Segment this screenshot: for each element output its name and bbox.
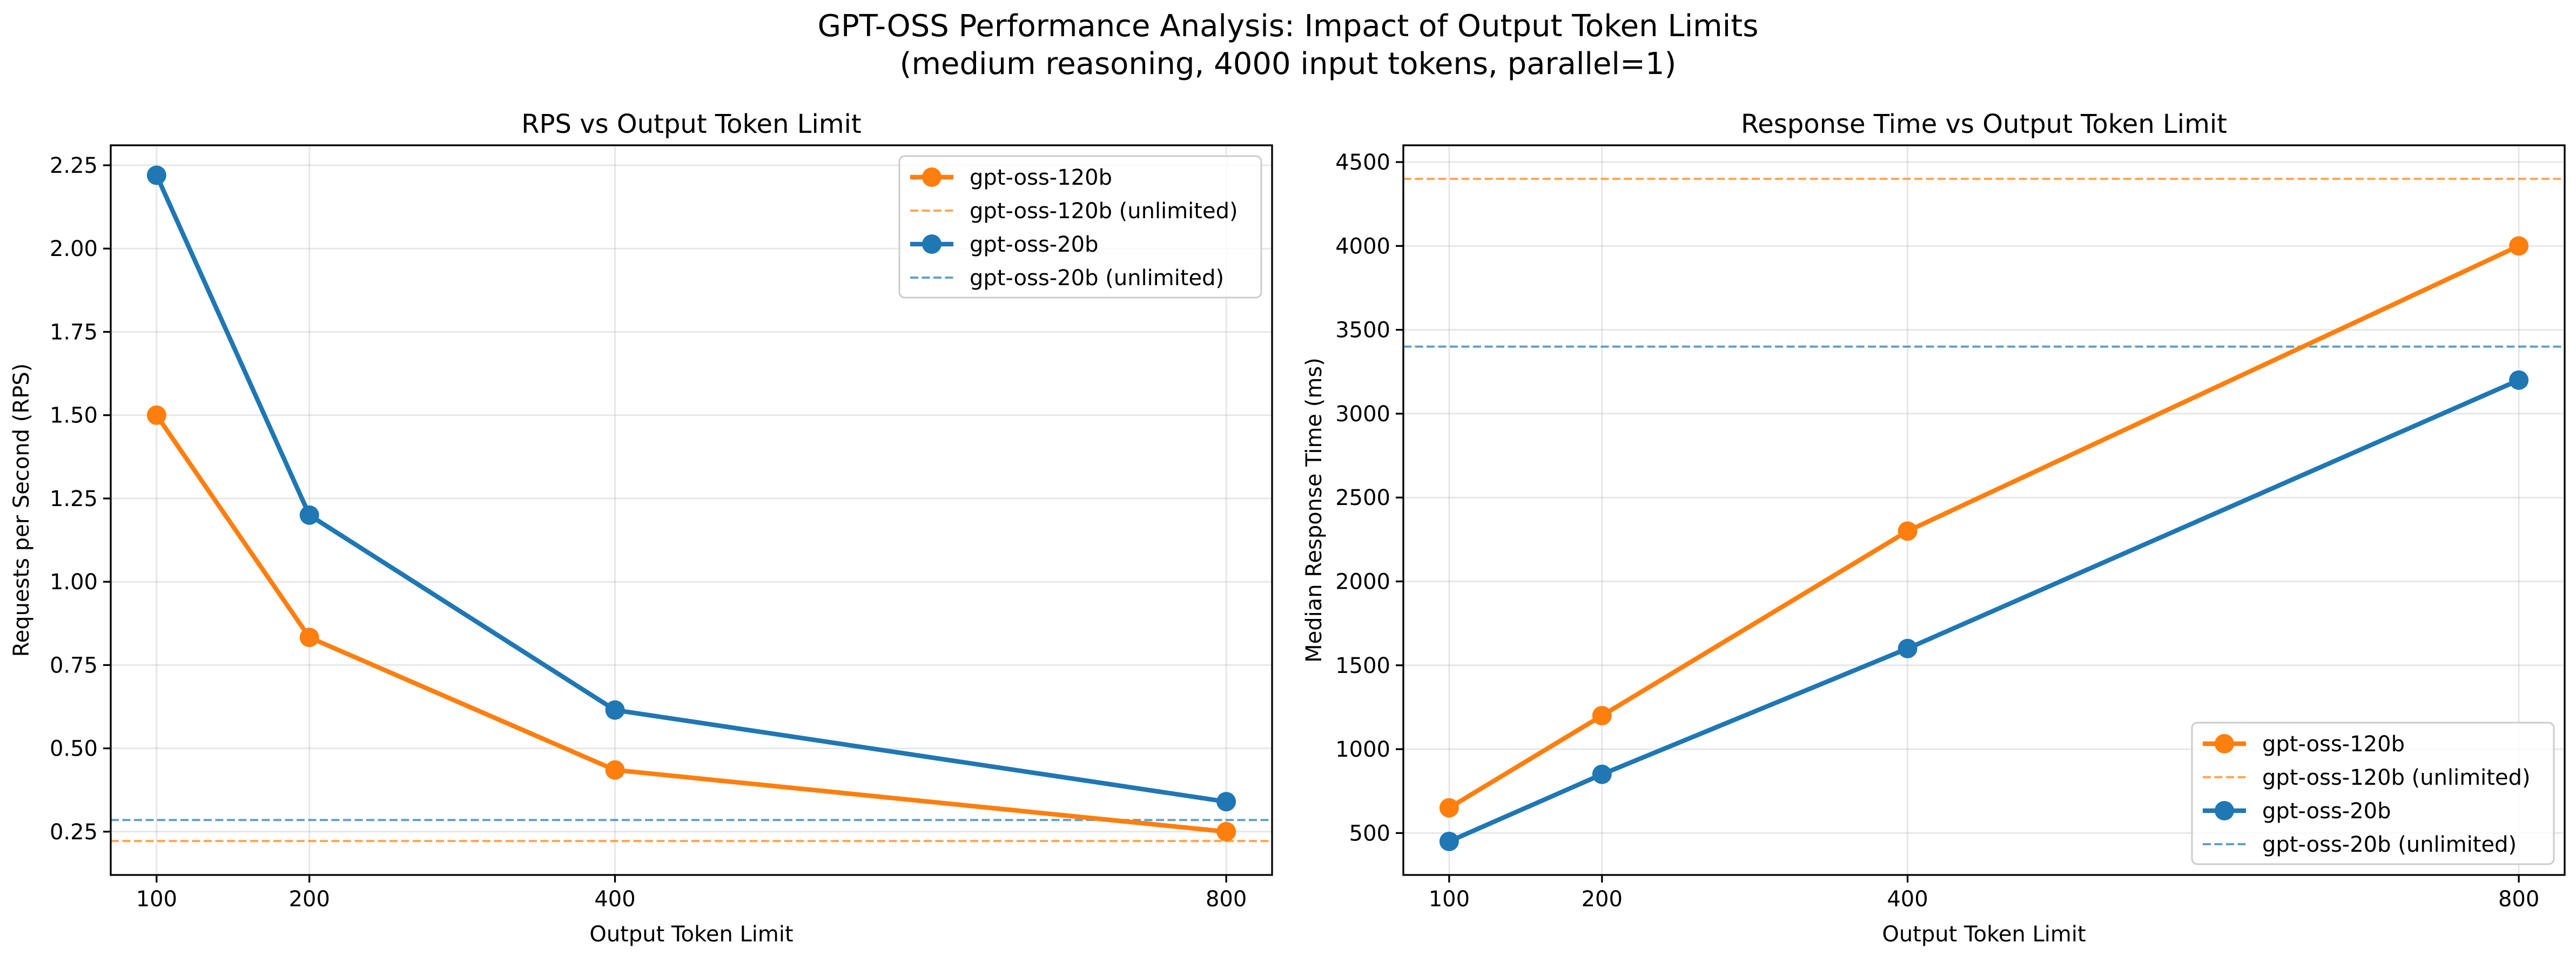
data-point-gpt-oss-120b (1592, 705, 1612, 725)
y-tick-label: 0.75 (50, 653, 98, 678)
y-axis-label: Median Response Time (ms) (1302, 358, 1327, 663)
legend-label: gpt-oss-120b (unlimited) (970, 199, 1238, 224)
y-tick-label: 2000 (1335, 569, 1390, 594)
data-point-gpt-oss-20b (1439, 831, 1459, 851)
y-axis-label: Requests per Second (RPS) (9, 363, 34, 657)
y-tick-label: 2.25 (50, 153, 98, 178)
y-tick-label: 1500 (1335, 654, 1390, 678)
y-tick-label: 3500 (1335, 318, 1390, 343)
y-tick-label: 1.50 (50, 403, 98, 428)
data-point-gpt-oss-20b (1592, 764, 1612, 784)
legend: gpt-oss-120b gpt-oss-120b (unlimited) gpt-… (2191, 722, 2555, 865)
data-point-gpt-oss-120b (1439, 798, 1459, 818)
y-tick-label: 1000 (1335, 737, 1390, 762)
series-line-gpt-oss-20b (153, 172, 1229, 805)
chart-2: 100 200 400 800 500 1000 1500 2000 2500 3000 3500 4… (1302, 109, 2566, 947)
data-point-gpt-oss-120b (605, 760, 625, 780)
data-point-gpt-oss-120b (1898, 521, 1918, 541)
x-axis-label: Output Token Limit (1882, 922, 2086, 947)
x-tick-label: 800 (2498, 887, 2539, 912)
x-tick-label: 100 (1429, 887, 1470, 912)
data-point-gpt-oss-20b (1898, 638, 1918, 658)
plot-frame (110, 144, 1273, 876)
legend-label: gpt-oss-20b (970, 232, 1099, 257)
figure-title-line-2: (medium reasoning, 4000 input tokens, pa… (899, 46, 1677, 82)
legend-box (898, 155, 1262, 299)
y-tick-label: 1.75 (50, 320, 98, 345)
y-tick-label: 1.25 (50, 487, 98, 511)
series-line-gpt-oss-20b (1446, 377, 2522, 845)
y-tick-label: 0.25 (50, 820, 98, 845)
legend-label: gpt-oss-120b (970, 165, 1112, 190)
y-tick-label: 1.00 (50, 570, 98, 595)
y-tick-label: 0.50 (50, 737, 98, 762)
legend-label: gpt-oss-120b (unlimited) (2262, 765, 2531, 790)
data-point-gpt-oss-20b (299, 505, 319, 525)
legend-marker (922, 234, 941, 254)
x-tick-label: 800 (1206, 887, 1247, 912)
y-tick-label: 500 (1349, 821, 1390, 846)
figure-title-line-1: GPT-OSS Performance Analysis: Impact of … (817, 9, 1759, 44)
x-tick-label: 200 (289, 887, 330, 912)
y-tick-label: 3000 (1335, 402, 1390, 427)
x-tick-label: 400 (594, 887, 635, 912)
data-point-gpt-oss-20b (1216, 792, 1236, 812)
legend-marker (2215, 801, 2234, 820)
x-tick-label: 400 (1887, 887, 1928, 912)
chart-title: RPS vs Output Token Limit (521, 109, 862, 139)
chart-1: 100 200 400 800 0.25 0.50 0.75 1.00 1.25 1.50 1.75… (9, 109, 1273, 947)
y-tick-label: 4500 (1335, 150, 1390, 175)
figure-title: GPT-OSS Performance Analysis: Impact of … (0, 8, 2576, 83)
legend-label: gpt-oss-20b (2262, 799, 2391, 824)
legend: gpt-oss-120b gpt-oss-120b (unlimited) gpt-… (898, 155, 1262, 299)
legend-label: gpt-oss-20b (unlimited) (2262, 832, 2517, 857)
x-tick-label: 100 (136, 887, 177, 912)
data-point-gpt-oss-120b (2509, 236, 2529, 256)
y-tick-label: 2.00 (50, 237, 98, 261)
data-point-gpt-oss-20b (146, 165, 166, 185)
chart-title: Response Time vs Output Token Limit (1741, 109, 2227, 139)
y-tick-label: 2500 (1335, 486, 1390, 510)
data-point-gpt-oss-20b (605, 700, 625, 720)
x-axis-label: Output Token Limit (589, 922, 793, 947)
legend-label: gpt-oss-120b (2262, 732, 2405, 757)
y-tick-label: 4000 (1335, 234, 1390, 259)
legend-label: gpt-oss-20b (unlimited) (970, 266, 1224, 291)
plot-frame (1402, 144, 2566, 876)
data-point-gpt-oss-120b (299, 628, 319, 648)
legend-box (2191, 722, 2555, 865)
data-point-gpt-oss-20b (2509, 370, 2529, 390)
data-point-gpt-oss-120b (146, 405, 166, 425)
legend-marker (2215, 734, 2234, 753)
legend-marker (922, 167, 941, 187)
series-line-gpt-oss-120b (153, 412, 1229, 834)
series-line-gpt-oss-120b (1446, 243, 2522, 811)
data-point-gpt-oss-120b (1216, 821, 1236, 841)
x-tick-label: 200 (1582, 887, 1623, 912)
